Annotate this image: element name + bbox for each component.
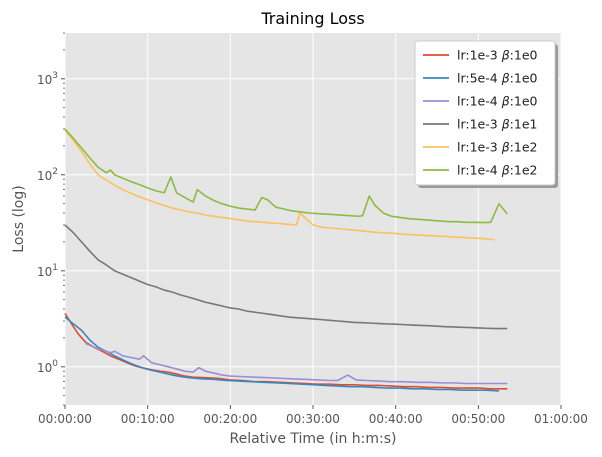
x-axis-label: Relative Time (in h:m:s) bbox=[230, 431, 397, 447]
series-line bbox=[64, 224, 508, 330]
x-tick-label: 00:30:00 bbox=[286, 412, 340, 426]
x-tick-label: 00:20:00 bbox=[203, 412, 257, 426]
legend-label: lr:1e-4 β:1e0 bbox=[457, 94, 538, 109]
y-tick-label: 102 bbox=[37, 167, 58, 183]
series-line bbox=[85, 342, 508, 385]
legend-label: lr:5e-4 β:1e0 bbox=[457, 71, 538, 86]
y-axis-ticks: 100 101 102 103 bbox=[37, 32, 65, 406]
legend: lr:1e-3 β:1e0 lr:5e-4 β:1e0 lr:1e-4 β:1e0 l… bbox=[414, 40, 558, 188]
legend-label: lr:1e-3 β:1e0 bbox=[457, 48, 538, 63]
y-tick-label: 100 bbox=[37, 359, 58, 375]
legend-label: lr:1e-3 β:1e2 bbox=[457, 140, 537, 155]
x-axis-ticks: 00:00:00 00:10:00 00:20:00 00:30:00 00:40:00… bbox=[38, 405, 588, 426]
legend-box bbox=[414, 40, 556, 186]
x-tick-label: 00:40:00 bbox=[369, 412, 423, 426]
chart-title: Training Loss bbox=[260, 9, 364, 28]
series-line bbox=[64, 316, 500, 392]
x-tick-label: 00:50:00 bbox=[451, 412, 505, 426]
y-tick-label: 103 bbox=[37, 71, 58, 87]
x-tick-label: 00:00:00 bbox=[38, 412, 92, 426]
series-lines bbox=[64, 128, 508, 392]
series-line bbox=[64, 128, 508, 224]
y-axis-label: Loss (log) bbox=[11, 185, 27, 252]
legend-label: lr:1e-4 β:1e2 bbox=[457, 163, 537, 178]
series-line bbox=[64, 129, 495, 241]
x-tick-label: 00:10:00 bbox=[121, 412, 175, 426]
legend-label: lr:1e-3 β:1e1 bbox=[457, 117, 537, 132]
y-tick-label: 101 bbox=[37, 263, 58, 279]
x-tick-label: 01:00:00 bbox=[534, 412, 588, 426]
